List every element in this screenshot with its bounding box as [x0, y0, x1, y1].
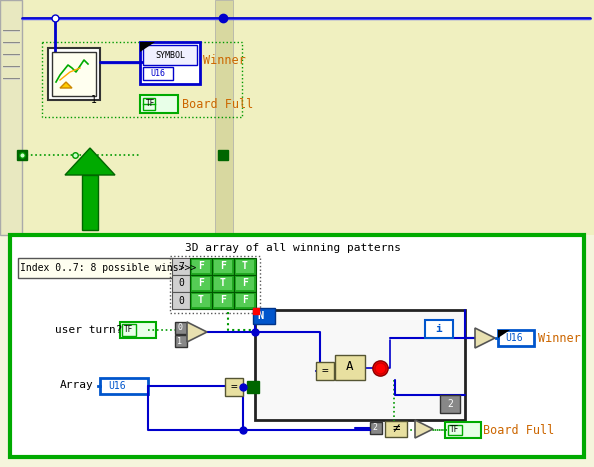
Bar [48, 48, 100, 100]
Bar [192, 277, 210, 290]
Text: Board Full: Board Full [483, 424, 554, 437]
Bar [190, 258, 212, 275]
Bar [234, 258, 256, 275]
Bar [143, 98, 155, 110]
Text: U16: U16 [505, 333, 523, 343]
Bar [100, 378, 148, 394]
Bar [212, 258, 234, 275]
Polygon shape [140, 42, 155, 52]
Text: T: T [198, 295, 204, 305]
Bar [172, 292, 190, 309]
Polygon shape [65, 148, 115, 175]
Bar [190, 292, 212, 309]
Text: U16: U16 [150, 69, 166, 78]
Polygon shape [415, 420, 433, 438]
Bar [225, 378, 243, 396]
Bar [0, 0, 594, 235]
Text: TF: TF [450, 425, 459, 434]
Text: Array: Array [60, 380, 94, 390]
Text: F: F [242, 295, 248, 305]
Bar [448, 425, 462, 435]
Bar [122, 324, 136, 336]
Bar [440, 395, 460, 413]
Text: TF: TF [124, 325, 133, 334]
Bar [120, 322, 156, 338]
Bar [370, 422, 382, 434]
Bar [335, 355, 365, 380]
Bar [212, 275, 234, 292]
Bar [18, 258, 173, 278]
Bar [214, 277, 232, 290]
Text: T: T [242, 261, 248, 271]
Text: U16: U16 [108, 381, 125, 391]
Text: F: F [220, 295, 226, 305]
Text: A: A [346, 361, 354, 374]
Text: T: T [220, 278, 226, 288]
Polygon shape [498, 330, 510, 338]
Bar [316, 362, 334, 380]
Text: F: F [242, 278, 248, 288]
Bar [255, 310, 465, 420]
Bar [215, 0, 233, 235]
Text: 0: 0 [178, 296, 184, 305]
Bar [52, 52, 96, 96]
Text: Winner: Winner [538, 332, 581, 345]
Bar [0, 0, 22, 235]
Bar [143, 67, 173, 80]
Text: SYMBOL: SYMBOL [155, 50, 185, 59]
Text: i: i [435, 324, 443, 334]
Text: Index 0..7: 8 possible wins>>>: Index 0..7: 8 possible wins>>> [20, 263, 196, 273]
Text: ≠: ≠ [392, 423, 400, 436]
Text: Board Full: Board Full [182, 98, 253, 111]
Bar [175, 322, 187, 334]
Bar [234, 292, 256, 309]
Bar [425, 320, 453, 338]
Text: 0: 0 [177, 324, 182, 333]
Polygon shape [60, 82, 72, 88]
Bar [236, 260, 254, 273]
Bar [175, 335, 187, 347]
Text: 1: 1 [91, 95, 97, 105]
Bar [253, 308, 275, 324]
Text: user turn?: user turn? [55, 325, 122, 335]
Bar [214, 260, 232, 273]
Bar [498, 330, 534, 346]
Bar [192, 260, 210, 273]
Text: 3D array of all winning patterns: 3D array of all winning patterns [185, 243, 401, 253]
Bar [82, 175, 98, 230]
Bar [170, 256, 260, 313]
Bar [236, 294, 254, 307]
Text: F: F [198, 261, 204, 271]
Bar [172, 275, 190, 292]
Bar [140, 95, 178, 113]
Bar [143, 45, 197, 65]
Text: 0: 0 [178, 278, 184, 289]
Bar [172, 258, 190, 275]
Bar [236, 277, 254, 290]
Bar [212, 292, 234, 309]
Bar [140, 42, 200, 84]
Text: 2: 2 [372, 424, 377, 432]
Bar [234, 275, 256, 292]
Text: =: = [321, 366, 328, 376]
Polygon shape [187, 322, 207, 342]
Text: Winner: Winner [203, 54, 246, 66]
Polygon shape [475, 328, 495, 348]
Text: TF: TF [146, 99, 155, 108]
Text: F: F [220, 261, 226, 271]
Bar [214, 294, 232, 307]
Text: 7: 7 [178, 262, 184, 271]
Bar [42, 42, 242, 117]
Text: F: F [198, 278, 204, 288]
Text: =: = [230, 382, 238, 392]
Text: N: N [258, 311, 264, 321]
Bar [192, 294, 210, 307]
Bar [385, 421, 407, 437]
Bar [10, 235, 584, 457]
Bar [190, 275, 212, 292]
Bar [445, 422, 481, 438]
Text: 2: 2 [447, 399, 453, 409]
Text: 1: 1 [177, 337, 182, 346]
